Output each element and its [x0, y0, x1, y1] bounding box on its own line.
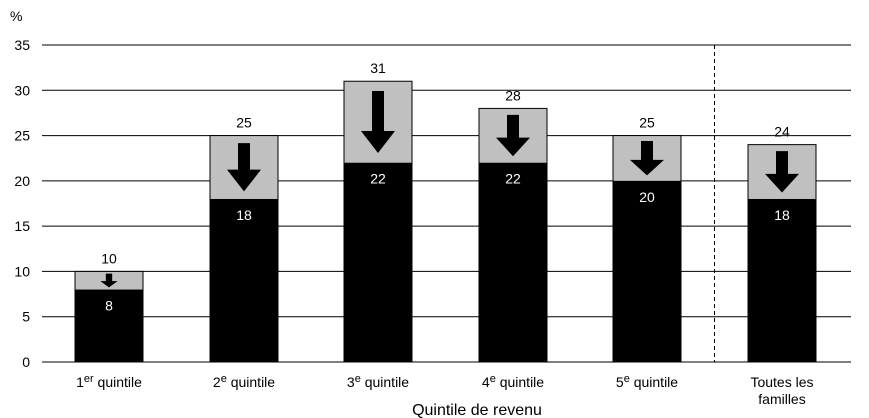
data-label-inner: 22 — [370, 171, 386, 187]
x-category-label: 4e quintile — [482, 373, 544, 390]
x-category-label: 1er quintile — [76, 373, 142, 390]
y-tick-label: 25 — [14, 128, 30, 144]
down-arrow-icon — [227, 143, 261, 192]
down-arrow-icon — [765, 151, 799, 193]
bar-inner — [210, 198, 278, 362]
data-label-outer: 25 — [639, 115, 655, 131]
y-tick-label: 30 — [14, 82, 30, 98]
x-axis-categories: 1er quintile 2e quintile 3e quintile 4e qui… — [76, 373, 813, 407]
y-axis-ticks: 0 5 10 15 20 25 30 35 — [14, 37, 30, 370]
x-axis-title: Quintile de revenu — [412, 402, 542, 418]
y-tick-label: 35 — [14, 37, 30, 53]
data-label-outer: 31 — [370, 60, 386, 76]
data-label-outer: 25 — [236, 115, 252, 131]
data-label-inner: 18 — [236, 207, 252, 223]
gridlines — [42, 44, 851, 363]
x-category-label: familles — [758, 391, 805, 407]
y-tick-label: 0 — [22, 354, 30, 370]
x-category-label: Toutes les — [750, 374, 813, 390]
bar-inner — [344, 162, 412, 362]
data-label-inner: 22 — [505, 171, 521, 187]
data-label-inner: 20 — [639, 189, 655, 205]
x-category-label: 2e quintile — [213, 373, 275, 390]
data-label-inner: 8 — [105, 298, 113, 314]
y-tick-label: 15 — [14, 218, 30, 234]
data-label-outer: 28 — [505, 87, 521, 103]
bars: 10 8 25 18 31 22 28 22 25 20 24 18 — [74, 60, 817, 363]
bar-inner — [748, 198, 816, 362]
x-category-label: 5e quintile — [616, 373, 678, 390]
data-label-outer: 10 — [101, 250, 117, 266]
bar-inner — [479, 162, 547, 362]
down-arrow-icon — [361, 91, 395, 153]
down-arrow-icon — [100, 273, 118, 288]
x-category-label: 3e quintile — [347, 373, 409, 390]
data-label-inner: 18 — [774, 207, 790, 223]
data-label-outer: 24 — [774, 124, 790, 140]
down-arrow-icon — [630, 141, 664, 176]
y-axis-unit: % — [10, 8, 22, 24]
down-arrow-icon — [496, 114, 530, 157]
y-tick-label: 10 — [14, 263, 30, 279]
y-tick-label: 5 — [22, 309, 30, 325]
bar-inner — [613, 180, 681, 362]
y-tick-label: 20 — [14, 173, 30, 189]
bar-inner — [75, 289, 143, 362]
